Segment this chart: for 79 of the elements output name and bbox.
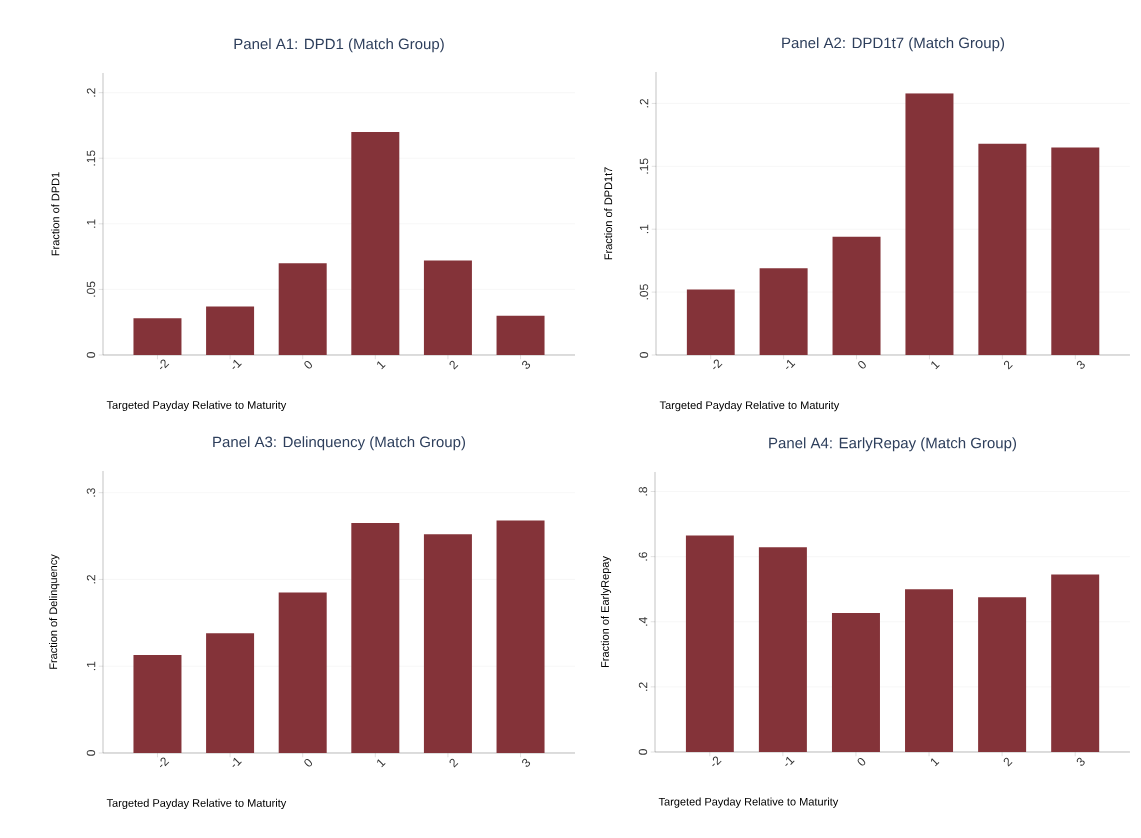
- y-tick-label: .8: [638, 487, 648, 496]
- y-tick-label: .15: [86, 150, 96, 166]
- y-tick-label: .05: [639, 284, 649, 300]
- x-tick-label: -2: [713, 359, 723, 370]
- x-tick-label: 3: [1076, 757, 1085, 766]
- bar: [1051, 147, 1100, 355]
- y-axis-title: Fraction of Delinquency: [49, 554, 60, 669]
- bar: [133, 654, 182, 753]
- y-tick-label: .6: [638, 552, 648, 561]
- y-tick-label: .05: [86, 281, 96, 297]
- x-tick-label: 1: [931, 361, 940, 370]
- bar: [686, 289, 735, 355]
- y-tick-label: 0: [639, 352, 649, 358]
- x-tick-label: -2: [159, 757, 170, 768]
- x-axis-title: Targeted Payday Relative to Maturity: [659, 400, 840, 412]
- x-tick-label: 1: [930, 758, 940, 767]
- x-tick-label: 1: [377, 759, 386, 768]
- x-tick-label: 2: [449, 360, 459, 370]
- x-tick-label: -1: [232, 359, 242, 370]
- bar: [351, 523, 400, 753]
- bar: [758, 547, 807, 752]
- y-axis-title: Fraction of DPD1t7: [604, 167, 613, 260]
- y-axis-title: Fraction of DPD1: [51, 172, 60, 256]
- x-tick-label: 3: [522, 758, 531, 767]
- x-tick-label: -1: [785, 756, 795, 767]
- bar: [905, 93, 954, 355]
- x-tick-label: 0: [304, 360, 312, 369]
- bar: [206, 306, 255, 355]
- x-tick-label: 2: [1003, 360, 1013, 370]
- x-tick-label: 3: [1076, 360, 1085, 369]
- x-tick-label: 0: [304, 758, 312, 767]
- chart-title: Panel A1: DPD1 (Match Group): [234, 38, 444, 53]
- y-tick-label: .1: [86, 661, 96, 671]
- chart-title: Panel A2: DPD1t7 (Match Group): [782, 37, 1005, 52]
- y-tick-label: 0: [638, 749, 648, 755]
- bar: [831, 612, 880, 752]
- bar: [278, 592, 327, 753]
- bar: [278, 263, 327, 355]
- y-tick-label: .2: [639, 99, 649, 108]
- bar: [905, 589, 954, 752]
- bar: [759, 268, 808, 355]
- y-tick-label: .2: [86, 575, 96, 584]
- bar: [351, 132, 400, 355]
- x-tick-label: 3: [522, 360, 531, 369]
- bar: [685, 535, 734, 752]
- y-tick-label: .1: [639, 224, 649, 234]
- x-tick-label: -1: [785, 359, 796, 370]
- bar: [423, 260, 472, 355]
- bar: [423, 534, 472, 753]
- x-tick-label: 1: [377, 361, 386, 370]
- bar: [1051, 574, 1100, 752]
- bar: [206, 633, 255, 753]
- bar: [832, 236, 881, 355]
- x-tick-label: -2: [159, 359, 170, 370]
- x-axis-title: Targeted Payday Relative to Maturity: [106, 400, 287, 412]
- x-axis-title: Targeted Payday Relative to Maturity: [658, 797, 839, 808]
- chart-title: Panel A3: Delinquency (Match Group): [213, 436, 466, 451]
- bar: [133, 318, 182, 355]
- y-tick-label: 0: [86, 352, 96, 358]
- x-tick-label: -1: [232, 757, 242, 768]
- y-axis-title: Fraction of EarlyRepay: [600, 556, 612, 668]
- y-tick-label: .4: [638, 617, 648, 626]
- x-tick-label: 2: [449, 758, 459, 768]
- x-tick-label: 2: [1003, 757, 1013, 767]
- x-tick-label: 0: [858, 360, 866, 369]
- x-tick-label: 0: [857, 757, 866, 766]
- x-tick-label: -2: [712, 756, 722, 767]
- y-tick-label: .15: [639, 158, 649, 174]
- x-axis-title: Targeted Payday Relative to Maturity: [106, 798, 287, 810]
- y-tick-label: .2: [86, 88, 96, 97]
- y-tick-label: .1: [86, 219, 96, 228]
- y-tick-label: .3: [86, 488, 96, 497]
- bar: [978, 597, 1027, 752]
- y-tick-label: .2: [638, 682, 648, 691]
- bar: [978, 143, 1027, 355]
- bar: [496, 520, 545, 753]
- chart-title: Panel A4: EarlyRepay (Match Group): [769, 437, 1017, 452]
- bar: [496, 315, 545, 355]
- y-tick-label: 0: [86, 750, 96, 756]
